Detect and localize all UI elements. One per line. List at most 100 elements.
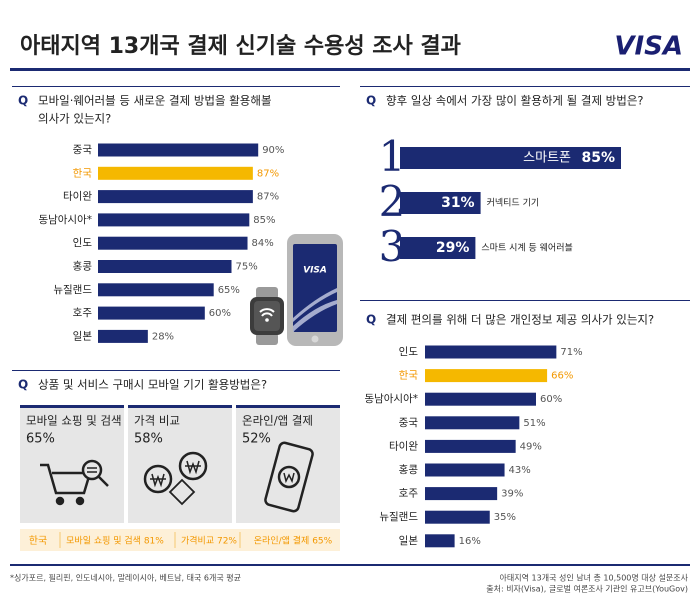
page-title: 아태지역 13개국 결제 신기술 수용성 조사 결과 xyxy=(20,34,461,59)
category-label: 홍콩 xyxy=(399,463,419,476)
bar xyxy=(98,306,205,320)
category-label: 중국 xyxy=(399,417,419,429)
card-value: 65% xyxy=(26,432,55,447)
value-label: 85% xyxy=(581,150,615,166)
value-label: 39% xyxy=(501,489,523,500)
value-label: 75% xyxy=(236,262,258,273)
card-bg xyxy=(236,405,340,523)
logo: VISA xyxy=(614,32,683,62)
question-mark: Q xyxy=(18,378,28,392)
footnote: *싱가포르, 필리핀, 인도네시아, 말레이시아, 베트남, 태국 6개국 평균 xyxy=(10,573,241,583)
question-mark: Q xyxy=(366,94,376,108)
section-rule xyxy=(12,370,340,371)
bar xyxy=(98,213,250,227)
value-label: 87% xyxy=(257,192,279,203)
card-value-mark xyxy=(128,405,232,408)
category-label: 일본 xyxy=(399,534,419,547)
value-label: 51% xyxy=(523,418,545,429)
value-label: 29% xyxy=(436,240,470,256)
value-label: 60% xyxy=(540,394,562,405)
header-rule xyxy=(10,68,690,71)
bar xyxy=(98,260,232,273)
category-label: 호주 xyxy=(399,488,419,500)
category-label: 동남아시아* xyxy=(364,393,418,405)
value-label: 49% xyxy=(520,441,542,452)
card-value: 52% xyxy=(242,432,271,447)
section-rule xyxy=(12,86,340,87)
bar xyxy=(400,192,481,214)
value-label: 85% xyxy=(253,215,275,226)
category-label: 뉴질랜드 xyxy=(379,511,418,523)
category-label: 타이완 xyxy=(389,439,418,452)
bar xyxy=(425,463,505,477)
card-value-mark xyxy=(236,405,340,408)
bar xyxy=(98,329,148,343)
highlight-label: 한국 xyxy=(29,535,47,547)
cart-icon xyxy=(40,459,109,506)
category-label: 인도 xyxy=(399,346,419,358)
bar xyxy=(425,369,548,383)
value-label: 35% xyxy=(494,512,516,523)
category-label: 호주 xyxy=(73,307,93,319)
coins-icon xyxy=(143,451,208,506)
card-value-mark xyxy=(20,405,124,408)
question: 향후 일상 속에서 가장 많이 활용하게 될 결제 방법은? xyxy=(386,94,644,108)
category-label: 타이완 xyxy=(63,190,92,203)
question-mark: Q xyxy=(366,313,376,327)
question: 모바일·웨어러블 등 새로운 결제 방법을 활용해볼 xyxy=(38,94,272,108)
category-label: 한국 xyxy=(73,167,93,179)
category-label: 동남아시아* xyxy=(38,214,92,226)
bar xyxy=(98,236,248,250)
category-label: 뉴질랜드 xyxy=(53,284,92,296)
section-rule xyxy=(360,86,690,87)
bar xyxy=(98,166,253,180)
card-title: 모바일 쇼핑 및 검색 xyxy=(26,414,122,428)
value-label: 28% xyxy=(152,331,174,342)
section-rule xyxy=(360,300,690,301)
value-label: 43% xyxy=(509,465,531,476)
question: 상품 및 서비스 구매시 모바일 기기 활용방법은? xyxy=(38,378,267,392)
phone-logo: VISA xyxy=(303,266,327,276)
category-label: 커넥티드 기기 xyxy=(487,198,540,209)
bar xyxy=(425,487,498,501)
value-label: 71% xyxy=(560,347,582,358)
source-line: 아태지역 13개국 성인 남녀 총 10,500명 대상 설문조사 xyxy=(500,573,689,583)
value-label: 16% xyxy=(459,536,481,547)
value-label: 87% xyxy=(257,168,279,179)
footer-rule xyxy=(10,564,690,566)
question: 의사가 있는지? xyxy=(38,112,111,126)
card-value: 58% xyxy=(134,432,163,447)
bar xyxy=(425,510,490,524)
bar xyxy=(98,283,214,297)
bar xyxy=(98,143,259,157)
value-label: 60% xyxy=(209,308,231,319)
phone-illustration xyxy=(287,234,343,346)
value-label: 84% xyxy=(252,238,274,249)
watch-illustration xyxy=(250,287,284,345)
category-label: 스마트폰 xyxy=(523,151,571,166)
bar xyxy=(425,345,557,359)
category-label: 스마트 시계 등 웨어러블 xyxy=(481,242,572,254)
question-mark: Q xyxy=(18,94,28,108)
bar xyxy=(400,237,476,259)
category-label: 홍콩 xyxy=(73,260,93,273)
category-label: 한국 xyxy=(399,370,419,382)
highlight-value: 온라인/앱 결제 65% xyxy=(254,535,333,547)
value-label: 65% xyxy=(218,285,240,296)
highlight-value: 가격비교 72% xyxy=(181,535,237,547)
highlight-row-bg xyxy=(20,529,340,551)
value-label: 90% xyxy=(262,145,284,156)
highlight-value: 모바일 쇼핑 및 검색 81% xyxy=(66,535,164,547)
card-bg xyxy=(20,405,124,523)
value-label: 31% xyxy=(441,195,475,211)
bar xyxy=(425,416,520,430)
question: 결제 편의를 위해 더 많은 개인정보 제공 의사가 있는지? xyxy=(386,313,654,327)
bar xyxy=(425,534,455,548)
bar xyxy=(400,147,621,169)
source-line: 출처: 비자(Visa), 글로벌 여론조사 기관인 유고브(YouGov) xyxy=(486,584,688,594)
phone-pay-icon xyxy=(264,441,314,513)
bar xyxy=(98,190,253,204)
bar xyxy=(425,439,516,453)
category-label: 일본 xyxy=(73,329,93,342)
